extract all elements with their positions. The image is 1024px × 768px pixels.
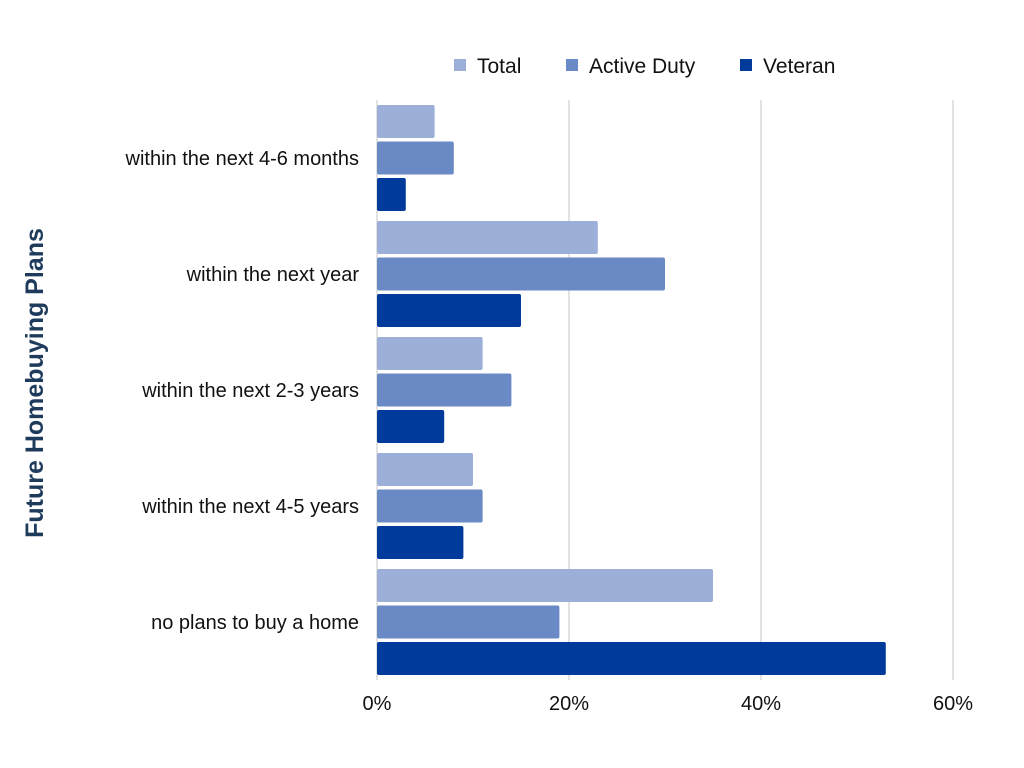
bars [377,105,886,675]
bar [377,489,483,523]
legend-label: Veteran [763,55,835,78]
bar [377,526,464,559]
bar [377,373,512,407]
legend-swatch [454,59,466,71]
bar [377,642,886,675]
bar [377,605,560,639]
bar [377,257,665,291]
bar [377,453,473,486]
legend: Total Active Duty Veteran [454,55,835,78]
bar [377,105,435,138]
x-tick-label: 20% [549,693,589,715]
bar [377,294,521,327]
x-tick-labels: 0% 20% 40% 60% [363,693,974,715]
x-tick-label: 0% [363,693,392,715]
category-label: within the next 4-6 months [125,148,359,170]
x-tick-label: 40% [741,693,781,715]
bar [377,141,454,175]
bar [377,221,598,254]
bar [377,337,483,370]
bar [377,410,445,443]
bar [377,569,713,602]
legend-label: Active Duty [589,55,696,78]
x-tick-label: 60% [933,693,973,715]
y-axis-title: Future Homebuying Plans [21,228,49,538]
category-label: within the next 2-3 years [141,380,359,402]
legend-swatch [566,59,578,71]
category-label: no plans to buy a home [151,612,359,634]
category-label: within the next year [186,264,360,286]
legend-label: Total [477,55,521,78]
category-label: within the next 4-5 years [141,496,359,518]
category-labels: within the next 4-6 months within the nex… [125,148,360,634]
bar [377,178,406,211]
legend-swatch [740,59,752,71]
